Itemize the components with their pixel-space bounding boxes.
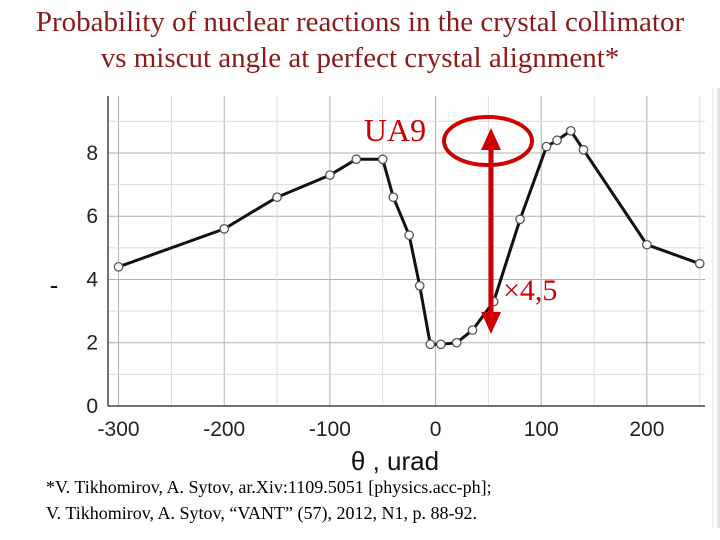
data-point — [565, 125, 576, 136]
x-tick-label: 100 — [524, 418, 559, 441]
data-point — [219, 224, 230, 234]
x-tick-label: 200 — [629, 418, 664, 441]
y-tick-label: 0 — [86, 395, 98, 418]
y-axis-title: - — [50, 270, 59, 300]
factor-label: ×4,5 — [503, 274, 557, 307]
data-point — [451, 337, 462, 348]
y-tick-label: 2 — [86, 332, 98, 355]
data-point — [552, 135, 562, 146]
y-tick-label: 8 — [86, 142, 98, 165]
data-point — [435, 339, 446, 350]
data-point — [515, 214, 525, 225]
data-point — [388, 192, 399, 203]
data-point — [325, 170, 335, 180]
x-tick-label: -200 — [203, 418, 245, 441]
data-point — [541, 141, 552, 152]
data-point — [272, 192, 282, 203]
y-tick-label: 4 — [86, 268, 98, 291]
data-point — [377, 154, 388, 165]
reference-line-2: V. Tikhomirov, A. Sytov, “VANT” (57), 20… — [46, 503, 478, 523]
x-tick-label: 0 — [430, 418, 442, 441]
slide-title: Probability of nuclear reactions in the … — [0, 4, 720, 76]
x-tick-label: -300 — [98, 418, 140, 441]
data-point — [467, 325, 478, 335]
data-point — [404, 230, 414, 241]
data-point — [414, 280, 425, 291]
data-point — [694, 258, 705, 269]
data-point — [113, 261, 124, 272]
grid — [108, 96, 705, 407]
panel-edge — [712, 88, 720, 528]
data-point — [351, 154, 362, 165]
arrow-head-down — [481, 312, 501, 334]
data-point — [425, 339, 436, 350]
tick-labels: -300 -200 -100 0 100 200 0 2 4 6 8 — [86, 142, 664, 441]
y-tick-label: 6 — [86, 205, 98, 228]
axes — [107, 96, 705, 407]
x-tick-label: -100 — [309, 418, 351, 441]
data-point — [642, 239, 652, 250]
reference-line-1: *V. Tikhomirov, A. Sytov, ar.Xiv:1109.50… — [46, 477, 492, 497]
series — [113, 125, 705, 350]
data-point — [578, 144, 589, 155]
annotations: UA9 ×4,5 — [364, 112, 557, 334]
x-axis-title: θ , urad — [351, 446, 439, 476]
arrow-head-up — [481, 128, 501, 150]
reference-citation: *V. Tikhomirov, A. Sytov, ar.Xiv:1109.50… — [46, 474, 686, 526]
title-line-1: Probability of nuclear reactions in the … — [35, 6, 685, 38]
ua9-label: UA9 — [364, 112, 426, 148]
highlight-ellipse — [442, 115, 534, 167]
title-line-2: vs miscut angle at perfect crystal align… — [100, 42, 620, 74]
